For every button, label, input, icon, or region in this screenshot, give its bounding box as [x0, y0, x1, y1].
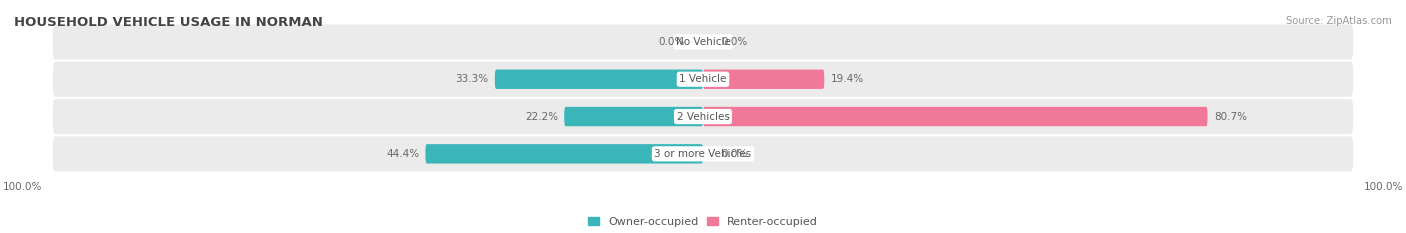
- Text: HOUSEHOLD VEHICLE USAGE IN NORMAN: HOUSEHOLD VEHICLE USAGE IN NORMAN: [14, 16, 323, 29]
- Text: 100.0%: 100.0%: [3, 182, 42, 192]
- FancyBboxPatch shape: [53, 24, 1353, 59]
- Text: 33.3%: 33.3%: [456, 74, 488, 84]
- Text: 2 Vehicles: 2 Vehicles: [676, 112, 730, 122]
- Text: 22.2%: 22.2%: [524, 112, 558, 122]
- Text: 44.4%: 44.4%: [387, 149, 419, 159]
- Text: 0.0%: 0.0%: [658, 37, 685, 47]
- Text: 3 or more Vehicles: 3 or more Vehicles: [654, 149, 752, 159]
- Text: 1 Vehicle: 1 Vehicle: [679, 74, 727, 84]
- Text: 19.4%: 19.4%: [831, 74, 863, 84]
- Text: 0.0%: 0.0%: [721, 37, 748, 47]
- FancyBboxPatch shape: [53, 62, 1353, 97]
- FancyBboxPatch shape: [53, 136, 1353, 171]
- FancyBboxPatch shape: [703, 69, 824, 89]
- FancyBboxPatch shape: [495, 69, 703, 89]
- Text: Source: ZipAtlas.com: Source: ZipAtlas.com: [1286, 16, 1392, 26]
- FancyBboxPatch shape: [426, 144, 703, 164]
- Text: 100.0%: 100.0%: [1364, 182, 1403, 192]
- Legend: Owner-occupied, Renter-occupied: Owner-occupied, Renter-occupied: [583, 212, 823, 231]
- Text: No Vehicle: No Vehicle: [675, 37, 731, 47]
- FancyBboxPatch shape: [564, 107, 703, 126]
- Text: 80.7%: 80.7%: [1213, 112, 1247, 122]
- FancyBboxPatch shape: [53, 99, 1353, 134]
- FancyBboxPatch shape: [703, 107, 1208, 126]
- Text: 0.0%: 0.0%: [721, 149, 748, 159]
